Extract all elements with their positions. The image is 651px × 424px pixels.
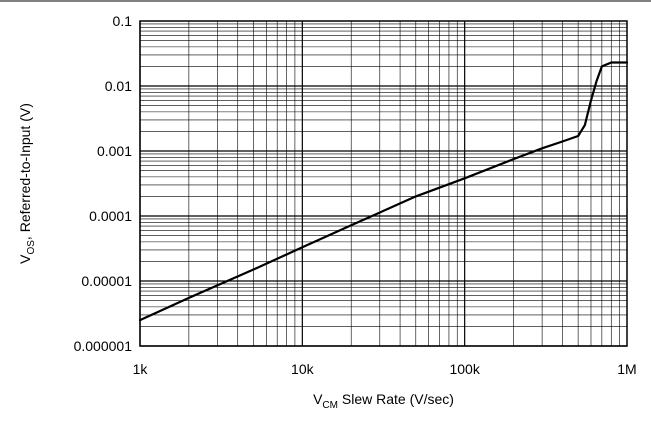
y-tick-labels: 0.1 0.01 0.001 0.0001 0.00001 0.000001: [74, 13, 133, 354]
y-tick-label: 0.01: [105, 78, 132, 94]
series-group: [138, 61, 629, 322]
y-tick-label: 0.0001: [89, 208, 132, 224]
grid: [139, 21, 627, 347]
y-tick-label: 0.001: [97, 143, 132, 159]
x-axis-title: VCM Slew Rate (V/sec): [313, 391, 454, 411]
x-tick-label: 100k: [449, 361, 480, 377]
y-tick-label: 0.1: [113, 13, 133, 29]
plot-frame: [139, 20, 628, 347]
y-axis-title: VOS, Referred-to-Input (V): [17, 103, 37, 264]
y-tick-label: 0.00001: [81, 273, 132, 289]
x-tick-label: 10k: [291, 361, 315, 377]
series-line: [138, 61, 629, 322]
y-tick-label: 0.000001: [74, 338, 133, 354]
x-tick-label: 1M: [617, 361, 636, 377]
x-tick-label: 1k: [133, 361, 149, 377]
x-tick-labels: 1k 10k 100k 1M: [133, 361, 637, 377]
